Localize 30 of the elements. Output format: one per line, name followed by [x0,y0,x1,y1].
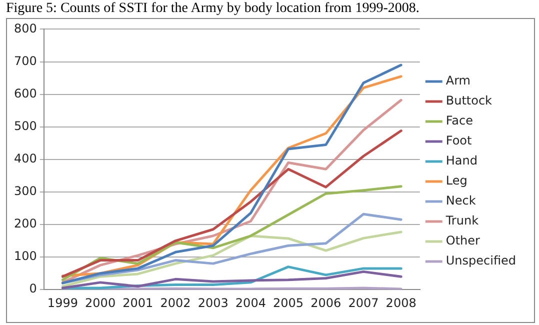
x-tick-label: 2006 [310,296,342,310]
legend-label: Other [446,234,480,248]
y-tick-label: 200 [14,216,37,231]
y-tick-label: 700 [14,54,37,68]
legend-label: Hand [446,154,478,168]
x-tick-label: 2008 [386,296,416,310]
x-tick-label: 2007 [348,296,379,310]
legend-label: Face [446,114,474,128]
x-tick-label: 2000 [85,296,116,310]
x-tick-label: 2004 [235,296,266,310]
legend-label: Unspecified [446,254,516,268]
legend-label: Buttock [446,94,492,108]
y-tick-label: 500 [14,118,37,133]
x-tick-label: 2002 [160,296,191,310]
y-tick-label: 300 [14,184,37,198]
x-tick-label: 2005 [273,296,304,310]
legend-label: Leg [446,174,468,188]
y-tick-label: 400 [14,152,37,166]
y-tick-label: 800 [14,21,37,36]
legend-label: Neck [446,194,476,208]
y-tick-label: 100 [14,249,37,264]
y-tick-label: 0 [29,282,37,296]
chart-title: Figure 5: Counts of SSTI for the Army by body location from 1999-2008. [5,0,420,18]
x-tick-label: 1999 [47,296,78,310]
legend-label: Trunk [444,214,479,228]
y-tick-label: 600 [14,86,37,100]
legend-label: Arm [446,74,470,88]
legend-label: Foot [446,134,472,148]
x-tick-label: 2001 [122,296,154,310]
x-tick-label: 2003 [198,296,228,310]
